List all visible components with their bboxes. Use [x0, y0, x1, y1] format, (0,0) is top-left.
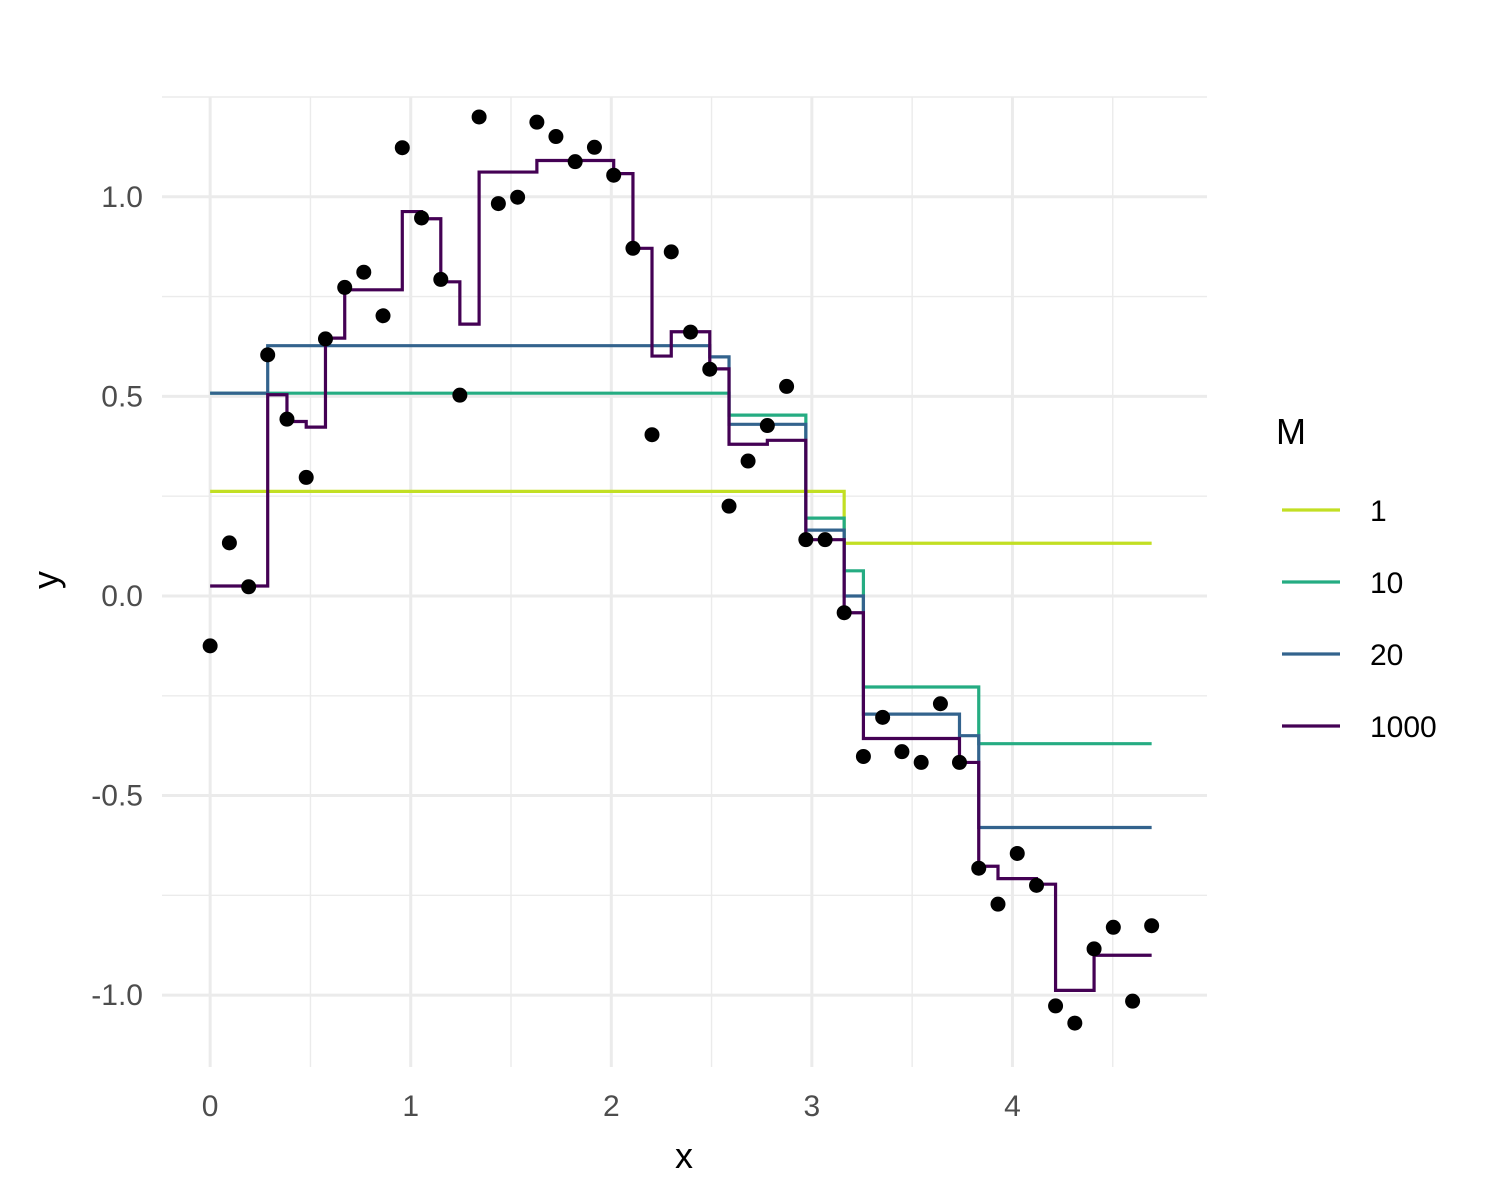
y-axis-title: y — [25, 571, 66, 589]
data-point — [317, 331, 333, 347]
data-point — [683, 324, 699, 340]
data-point — [1144, 918, 1160, 934]
data-point — [894, 744, 910, 760]
data-point — [759, 418, 775, 434]
data-point — [1086, 941, 1102, 957]
data-point — [779, 378, 795, 394]
y-tick-label: 1.0 — [101, 181, 143, 214]
data-point — [798, 532, 814, 548]
legend-title: M — [1276, 411, 1306, 452]
data-point — [298, 469, 314, 485]
data-point — [875, 709, 891, 725]
x-tick-label: 1 — [402, 1090, 419, 1123]
y-tick-label: 0.5 — [101, 380, 143, 413]
data-point — [414, 210, 430, 226]
data-point — [702, 361, 718, 377]
series-lines — [210, 158, 1152, 992]
data-point — [510, 189, 526, 205]
data-point — [1125, 993, 1141, 1009]
data-point — [606, 167, 622, 183]
data-point — [433, 271, 449, 287]
data-point — [337, 279, 353, 295]
x-tick-label: 0 — [202, 1090, 219, 1123]
grid-major — [162, 97, 1207, 1067]
data-point — [529, 114, 545, 130]
x-axis-title: x — [675, 1135, 693, 1176]
y-tick-label: -0.5 — [91, 780, 143, 813]
series-line-20 — [210, 344, 1152, 830]
data-point — [971, 860, 987, 876]
data-point — [241, 579, 257, 595]
data-point — [375, 308, 391, 324]
data-point — [1105, 919, 1121, 935]
data-point — [740, 453, 756, 469]
series-line-1000 — [210, 158, 1152, 992]
y-axis-tick-labels: -1.0 -0.5 0.0 0.5 1.0 — [91, 181, 143, 1012]
data-point — [644, 427, 660, 443]
data-point — [951, 754, 967, 770]
data-point — [932, 696, 948, 712]
data-point — [356, 264, 372, 280]
legend: M 1 10 20 1000 — [1276, 411, 1437, 744]
data-point — [279, 411, 295, 427]
legend-label-10: 10 — [1370, 567, 1403, 600]
data-point — [1067, 1015, 1083, 1031]
y-tick-label: -1.0 — [91, 979, 143, 1012]
data-point — [548, 129, 564, 145]
data-point — [625, 240, 641, 256]
data-point — [1048, 998, 1064, 1014]
data-point — [567, 154, 583, 170]
legend-label-20: 20 — [1370, 639, 1403, 672]
data-point — [913, 754, 929, 770]
data-point — [1029, 877, 1045, 893]
data-point — [490, 196, 506, 212]
data-point — [817, 532, 833, 548]
x-axis-tick-labels: 0 1 2 3 4 — [202, 1090, 1021, 1123]
x-tick-label: 2 — [603, 1090, 620, 1123]
data-point — [586, 139, 602, 155]
series-line-1 — [210, 489, 1152, 545]
data-point — [260, 347, 276, 363]
data-point — [452, 387, 468, 403]
data-point — [990, 896, 1006, 912]
series-line-10 — [210, 391, 1152, 746]
data-points — [202, 109, 1160, 1031]
y-tick-label: 0.0 — [101, 580, 143, 613]
data-point — [855, 748, 871, 764]
data-point — [663, 244, 679, 260]
grid-minor — [162, 96, 1207, 1067]
data-point — [394, 140, 410, 156]
data-point — [836, 605, 852, 621]
legend-label-1000: 1000 — [1370, 711, 1437, 744]
x-tick-label: 3 — [804, 1090, 821, 1123]
data-point — [471, 109, 487, 125]
data-point — [1009, 845, 1025, 861]
x-tick-label: 4 — [1004, 1090, 1021, 1123]
data-point — [721, 498, 737, 514]
data-point — [221, 535, 237, 551]
legend-label-1: 1 — [1370, 495, 1387, 528]
data-point — [202, 638, 218, 654]
